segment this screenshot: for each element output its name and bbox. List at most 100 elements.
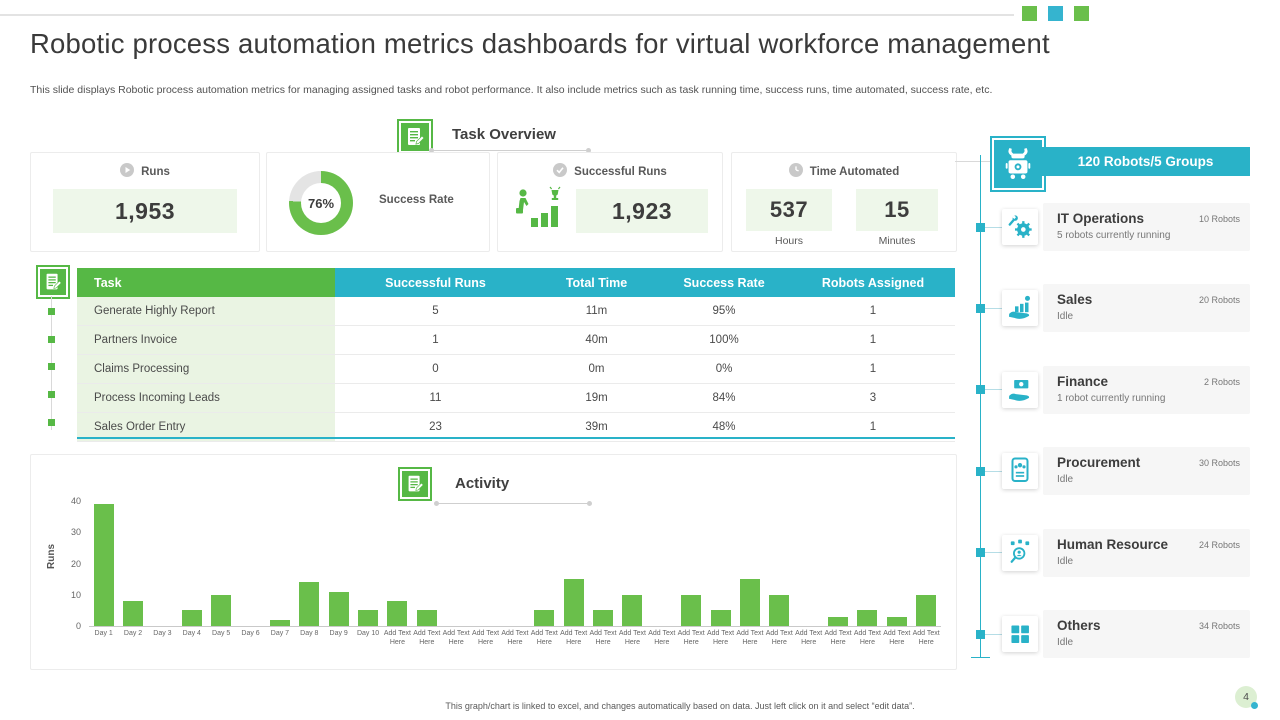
robot-group-item[interactable]: IT Operations 5 robots currently running 1… [1043, 203, 1250, 251]
deco-square-green-1 [1022, 6, 1037, 21]
runs-value: 1,953 [53, 189, 237, 233]
group-robot-count: 24 Robots [1198, 539, 1240, 550]
chart-column [912, 594, 941, 626]
clock-icon [788, 163, 803, 180]
activity-bar [211, 594, 232, 626]
chart-column [118, 601, 147, 626]
runs-kpi-card[interactable]: Runs 1,953 [30, 152, 260, 252]
x-tick-label: Add Text Here [589, 630, 617, 646]
robot-group-item[interactable]: Others Idle 34 Robots [1043, 610, 1250, 658]
group-status: Idle [1057, 555, 1074, 567]
group-robot-count: 20 Robots [1198, 295, 1240, 306]
timeline-top-link [955, 161, 990, 162]
page-subtitle: This slide displays Robotic process auto… [30, 84, 993, 96]
value-cell: 0% [657, 354, 791, 384]
x-tick-label: Add Text Here [736, 630, 764, 646]
chart-column [412, 610, 441, 626]
chart-column [89, 504, 118, 626]
table-row[interactable]: Partners Invoice 1 40m 100% 1 [77, 325, 955, 355]
robot-group-item[interactable]: Procurement Idle 30 Robots [1043, 447, 1250, 496]
chart-column [677, 594, 706, 626]
chart-column [353, 610, 382, 626]
activity-bar [358, 610, 379, 626]
value-cell: 40m [536, 325, 657, 355]
robot-group-item[interactable]: Human Resource Idle 24 Robots [1043, 528, 1250, 577]
chart-column [706, 610, 735, 626]
deco-square-cyan [1048, 6, 1063, 21]
people-search-icon [1002, 534, 1038, 571]
table-row[interactable]: Generate Highly Report 5 11m 95% 1 [77, 297, 955, 326]
group-status: 1 robot currently running [1057, 392, 1166, 404]
chart-column [588, 610, 617, 626]
x-tick-label: Day 3 [153, 630, 172, 637]
activity-bar [593, 610, 614, 626]
timeline-stub [985, 389, 1002, 391]
hand-money-icon [1002, 371, 1038, 408]
value-cell: 100% [657, 325, 791, 355]
task-overview-doc-icon [397, 119, 433, 155]
group-name: Sales [1057, 292, 1093, 308]
chart-column [735, 579, 764, 626]
timeline-stub [985, 633, 1002, 635]
check-circle-icon [553, 163, 568, 180]
row-marker-square [48, 363, 55, 371]
y-tick-label: 30 [70, 527, 81, 538]
task-cell: Process Incoming Leads [77, 383, 335, 413]
activity-bar [269, 619, 290, 626]
column-header: Task [77, 268, 335, 297]
chart-column [383, 601, 412, 626]
timeline-node [976, 303, 985, 313]
x-tick-label: Add Text Here [501, 630, 529, 646]
success-rate-kpi-card[interactable]: 76% Success Rate [266, 152, 490, 252]
top-divider-line [0, 14, 1014, 16]
chart-column [559, 579, 588, 626]
value-cell: 1 [791, 354, 955, 384]
value-cell: 5 [335, 297, 536, 326]
activity-bar [123, 601, 144, 626]
activity-plot [89, 501, 941, 627]
page-corner-dot [1251, 702, 1258, 709]
timeline-line [980, 155, 981, 658]
table-row[interactable]: Process Incoming Leads 11 19m 84% 3 [77, 383, 955, 413]
column-header: Total Time [536, 268, 657, 297]
x-tick-label: Add Text Here [824, 630, 852, 646]
group-robot-count: 34 Robots [1198, 621, 1240, 631]
robot-group-item[interactable]: Finance 1 robot currently running 2 Robots [1043, 365, 1250, 414]
x-tick-label: Add Text Here [413, 630, 441, 646]
task-table: Task Successful Runs Total Time Success Rat… [77, 268, 955, 442]
group-name: Others [1057, 618, 1101, 633]
activity-doc-icon [398, 467, 432, 501]
activity-bar [416, 610, 437, 626]
robot-group-item[interactable]: Sales Idle 20 Robots [1043, 284, 1250, 333]
activity-bar [916, 594, 937, 626]
activity-bar [387, 601, 408, 626]
x-tick-label: Day 6 [241, 630, 260, 637]
deco-square-green-2 [1074, 6, 1089, 21]
successful-runs-value: 1,923 [576, 189, 708, 233]
robots-groups-banner: 120 Robots/5 Groups [1041, 147, 1250, 176]
chart-column [882, 616, 911, 626]
success-rate-donut: 76% [289, 171, 353, 235]
y-tick-label: 20 [70, 558, 81, 569]
group-status: 5 robots currently running [1057, 230, 1171, 241]
success-rate-label: Success Rate [379, 194, 454, 206]
x-tick-label: Add Text Here [530, 630, 558, 646]
value-cell: 19m [536, 383, 657, 413]
timeline-endcap [971, 657, 990, 658]
chart-column [265, 619, 294, 626]
value-cell: 84% [657, 383, 791, 413]
group-name: Human Resource [1057, 536, 1169, 552]
x-tick-label: Add Text Here [618, 630, 646, 646]
group-status: Idle [1057, 637, 1074, 648]
task-cell: Claims Processing [77, 354, 335, 384]
row-marker-square [48, 335, 55, 343]
time-automated-kpi-card[interactable]: Time Automated 537 15 Hours Minutes [731, 152, 957, 252]
successful-runs-kpi-card[interactable]: Successful Runs 1,923 [497, 152, 723, 252]
runs-label: Runs [141, 165, 170, 178]
timeline-node [976, 548, 985, 558]
timeline-stub [985, 226, 1002, 228]
table-row[interactable]: Claims Processing 0 0m 0% 1 [77, 354, 955, 384]
value-cell: 0 [335, 354, 536, 384]
activity-bar [857, 610, 878, 626]
x-tick-label: Add Text Here [472, 630, 500, 646]
